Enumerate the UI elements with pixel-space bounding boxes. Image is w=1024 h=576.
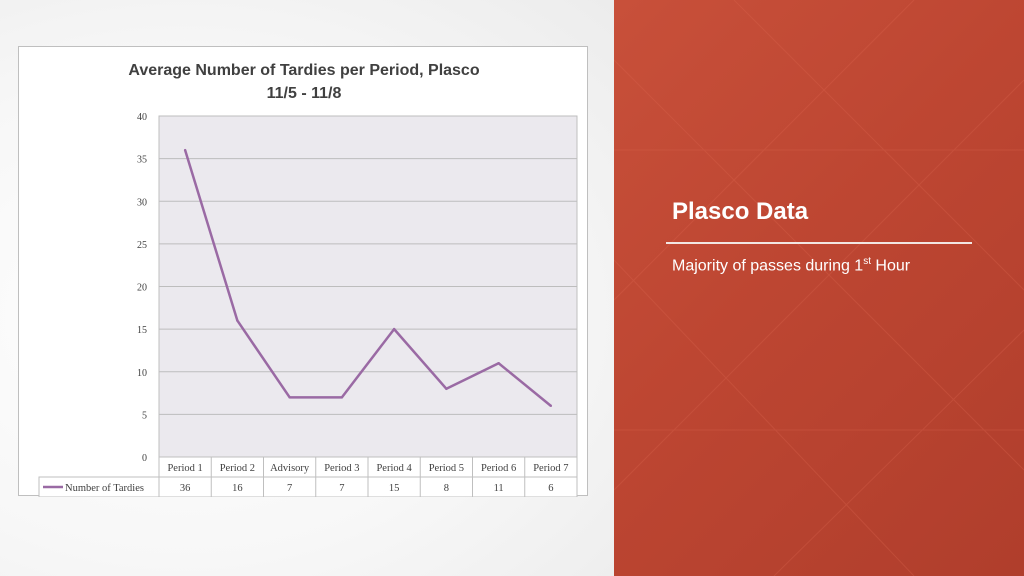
data-point — [497, 362, 500, 365]
subtitle-text: Majority of passes during 1 — [672, 257, 864, 275]
chart-title-line1: Average Number of Tardies per Period, Pl… — [128, 62, 479, 79]
data-value-label: 7 — [287, 483, 292, 494]
data-value-label: 36 — [180, 483, 191, 494]
data-value-label: 7 — [339, 483, 344, 494]
category-label: Period 7 — [533, 463, 568, 474]
data-value-label: 15 — [389, 483, 400, 494]
chart-canvas: Average Number of Tardies per Period, Pl… — [38, 62, 578, 497]
data-value-label: 6 — [548, 483, 553, 494]
line-chart: Average Number of Tardies per Period, Pl… — [18, 46, 588, 497]
y-tick-label: 0 — [142, 453, 147, 464]
table-data-row — [38, 476, 578, 497]
category-label: Period 4 — [376, 463, 412, 474]
y-tick-label: 40 — [137, 112, 147, 123]
y-tick-label: 20 — [137, 283, 147, 294]
y-tick-label: 25 — [137, 240, 147, 251]
data-point — [236, 319, 239, 322]
y-tick-label: 5 — [142, 410, 147, 421]
background-pattern — [614, 0, 1024, 576]
data-point — [445, 387, 448, 390]
subtitle-tail: Hour — [870, 257, 911, 275]
data-point — [340, 396, 344, 399]
data-point — [549, 404, 553, 408]
series-line — [183, 149, 552, 407]
chart-title-line2: 11/5 - 11/8 — [267, 85, 342, 102]
y-tick-label: 35 — [137, 155, 147, 166]
y-tick-label: 10 — [137, 368, 147, 379]
title-divider — [666, 242, 972, 244]
data-point — [392, 327, 396, 331]
category-label: Period 6 — [481, 463, 516, 474]
content-area: Average Number of Tardies per Period, Pl… — [0, 0, 614, 576]
category-label: Period 1 — [167, 463, 202, 474]
category-label: Period 3 — [324, 463, 359, 474]
y-tick-label: 15 — [137, 325, 147, 336]
data-point — [288, 396, 291, 399]
data-value-label: 16 — [232, 483, 243, 494]
data-value-label: 8 — [444, 483, 449, 494]
category-label: Advisory — [270, 463, 310, 474]
y-tick-label: 30 — [137, 197, 147, 208]
category-label: Period 5 — [429, 463, 464, 474]
data-value-label: 11 — [494, 483, 504, 494]
legend-series-name: Number of Tardies — [65, 483, 144, 494]
data-point — [183, 148, 187, 152]
subtitle-superscript: st — [863, 256, 871, 267]
category-label: Period 2 — [220, 463, 255, 474]
slide-subtitle: Majority of passes during 1st Hour — [672, 256, 910, 275]
slide-title: Plasco Data — [672, 198, 809, 225]
accent-panel: Plasco Data Majority of passes during 1s… — [614, 0, 1024, 576]
